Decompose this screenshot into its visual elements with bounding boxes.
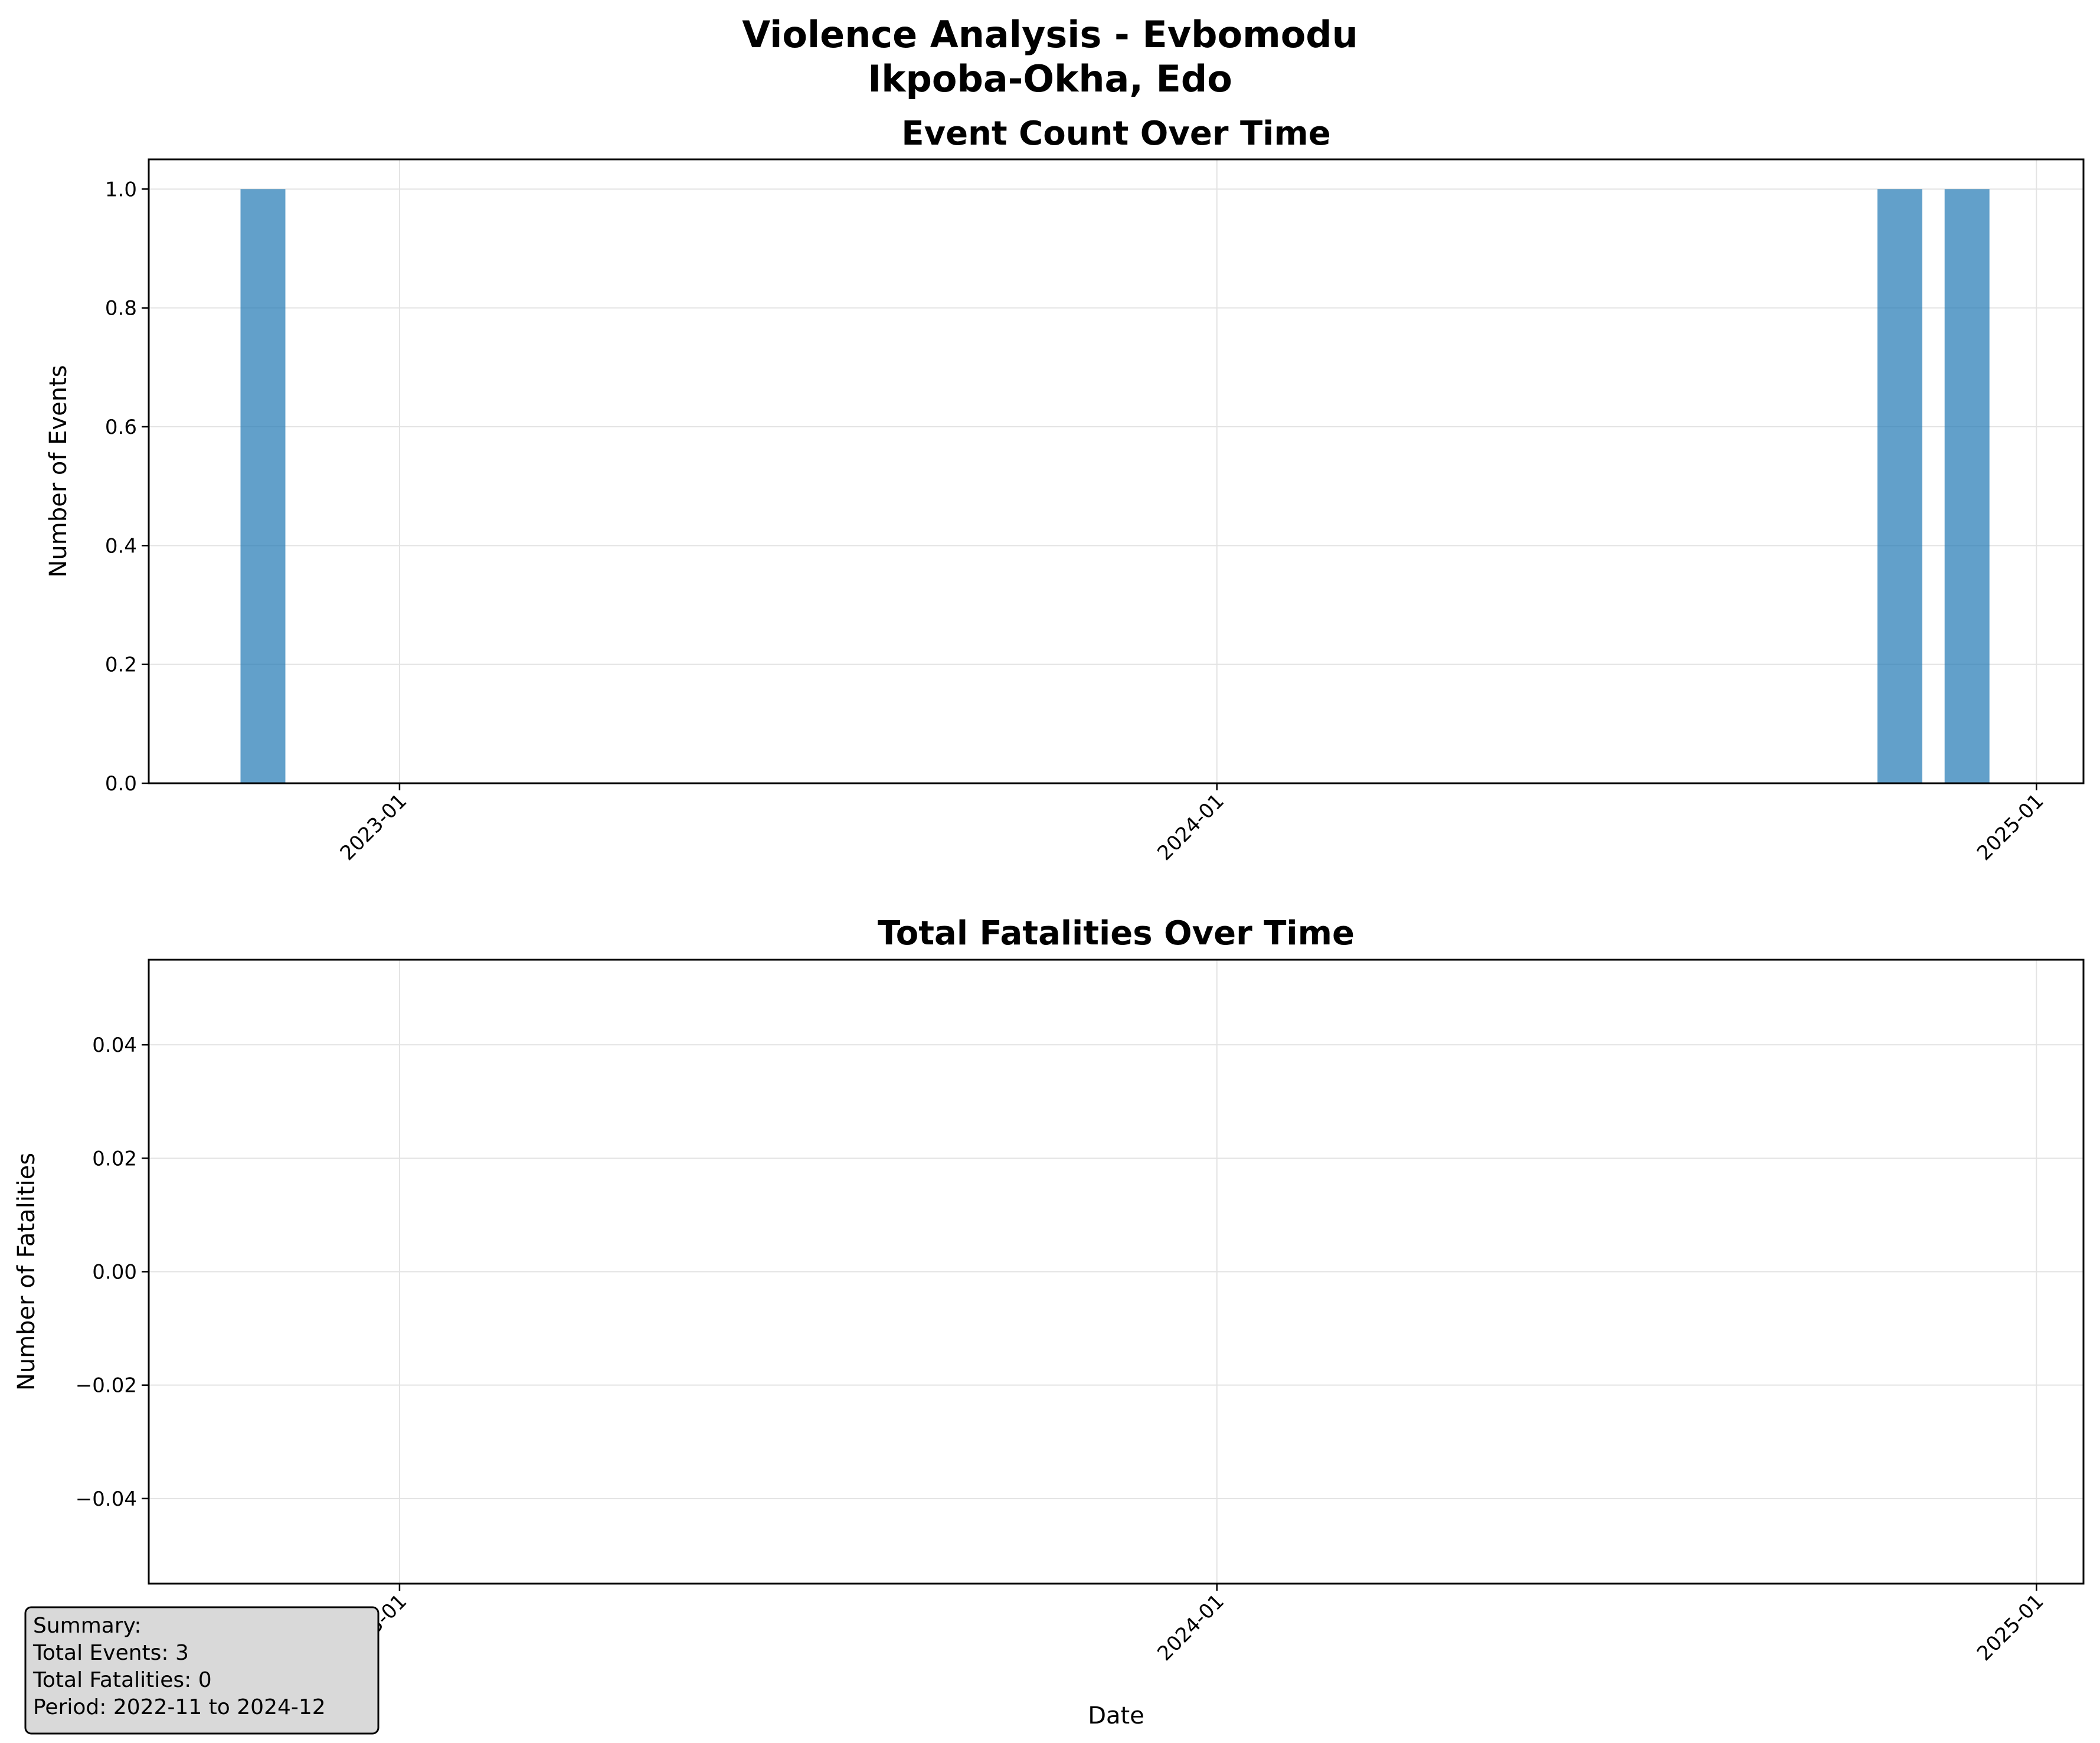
events-ytick-label-5: 1.0 bbox=[105, 178, 137, 201]
fatalities-xtick-label-2: 2025-01 bbox=[1973, 1590, 2049, 1666]
fatalities-ytick-label-4: 0.04 bbox=[92, 1034, 137, 1057]
summary-total-fatalities: Total Fatalities: 0 bbox=[32, 1668, 212, 1692]
events-xtick-label-1: 2024-01 bbox=[1153, 789, 1229, 865]
fatalities-x-axis-label: Date bbox=[1088, 1702, 1144, 1729]
figure-title-line2: Ikpoba-Okha, Edo bbox=[868, 57, 1232, 100]
summary-total-events: Total Events: 3 bbox=[32, 1641, 189, 1665]
events-xtick-label-2: 2025-01 bbox=[1973, 789, 2049, 865]
events-bar-0 bbox=[240, 189, 286, 783]
events-bar-1 bbox=[1877, 189, 1922, 783]
events-xtick-label-0: 2023-01 bbox=[336, 789, 412, 865]
fatalities-chart-title: Total Fatalities Over Time bbox=[878, 914, 1355, 953]
events-ytick-label-3: 0.6 bbox=[105, 416, 137, 439]
events-bar-2 bbox=[1944, 189, 1990, 783]
events-chart-title: Event Count Over Time bbox=[901, 115, 1330, 153]
fatalities-xtick-label-1: 2024-01 bbox=[1153, 1590, 1229, 1666]
summary-heading: Summary: bbox=[33, 1614, 141, 1638]
fatalities-ytick-label-2: 0.00 bbox=[92, 1261, 137, 1284]
summary-period: Period: 2022-11 to 2024-12 bbox=[33, 1695, 326, 1719]
events-ytick-label-1: 0.2 bbox=[105, 653, 137, 677]
fatalities-ytick-label-3: 0.02 bbox=[92, 1147, 137, 1170]
events-ytick-label-2: 0.4 bbox=[105, 534, 137, 558]
events-axes-frame bbox=[148, 158, 2085, 784]
fatalities-ytick-label-0: −0.04 bbox=[76, 1487, 137, 1511]
events-ytick-label-0: 0.0 bbox=[105, 772, 137, 796]
fatalities-chart: −0.04−0.020.000.020.042023-012024-012025… bbox=[13, 914, 2085, 1729]
fatalities-y-axis-label: Number of Fatalities bbox=[13, 1153, 40, 1391]
events-ytick-label-4: 0.8 bbox=[105, 297, 137, 321]
event-count-chart: 0.0 0.2 0.4 0.6 0.8 1.0 2023-01 2024-01 2025-01 E… bbox=[45, 115, 2085, 865]
events-y-axis-label: Number of Events bbox=[45, 365, 72, 577]
summary-box: Summary: Total Events: 3 Total Fatalitie… bbox=[24, 1606, 380, 1735]
fatalities-ytick-label-1: −0.02 bbox=[76, 1374, 137, 1398]
figure-title-line1: Violence Analysis - Evbomodu bbox=[742, 13, 1358, 56]
